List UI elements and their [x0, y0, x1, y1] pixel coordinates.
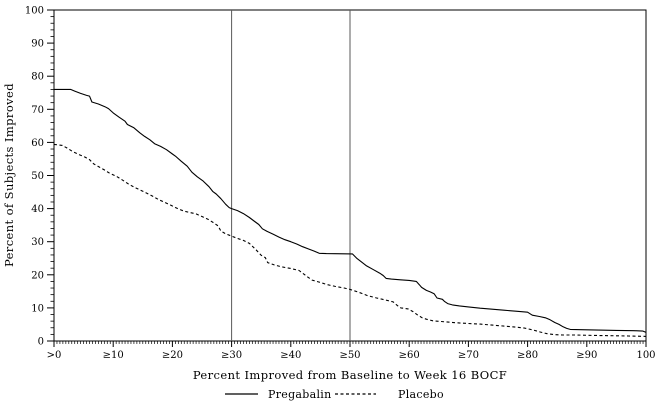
y-tick-label: 100: [25, 6, 44, 17]
y-tick-label: 90: [31, 39, 44, 50]
x-tick-label: ≥40: [280, 350, 301, 361]
y-axis-title: Percent of Subjects Improved: [2, 83, 16, 267]
x-tick-label: ≥60: [399, 350, 420, 361]
legend-label-placebo: Placebo: [398, 388, 444, 401]
y-tick-label: 70: [31, 105, 44, 116]
x-tick-label: ≥30: [221, 350, 242, 361]
legend: Pregabalin Placebo: [225, 388, 444, 401]
y-tick-label: 60: [31, 138, 44, 149]
y-tick-label: 80: [31, 72, 44, 83]
y-tick-label: 30: [31, 237, 44, 248]
y-tick-label: 20: [31, 270, 44, 281]
series-line-pregabalin: [54, 88, 647, 333]
legend-label-pregabalin: Pregabalin: [268, 388, 332, 401]
y-tick-label: 40: [31, 204, 44, 215]
x-tick-label: ≥90: [576, 350, 597, 361]
x-tick-label: ≥10: [103, 350, 124, 361]
x-tick-label: ≥80: [517, 350, 538, 361]
x-tick-label: >0: [47, 350, 62, 361]
y-tick-label: 10: [31, 303, 44, 314]
x-axis-title: Percent Improved from Baseline to Week 1…: [193, 368, 507, 382]
x-tick-label: 100: [636, 350, 655, 361]
x-tick-label: ≥70: [458, 350, 479, 361]
y-tick-label: 50: [31, 171, 44, 182]
y-tick-label: 0: [38, 337, 44, 348]
plot-layer: 0 10 20 30 40 50 60 70 80 90 100 >0 ≥10 ≥20 ≥30 ≥40 ≥50 ≥…: [25, 6, 656, 362]
x-tick-label: ≥50: [339, 350, 360, 361]
x-tick-label: ≥20: [162, 350, 183, 361]
series-line-placebo: [53, 143, 647, 337]
